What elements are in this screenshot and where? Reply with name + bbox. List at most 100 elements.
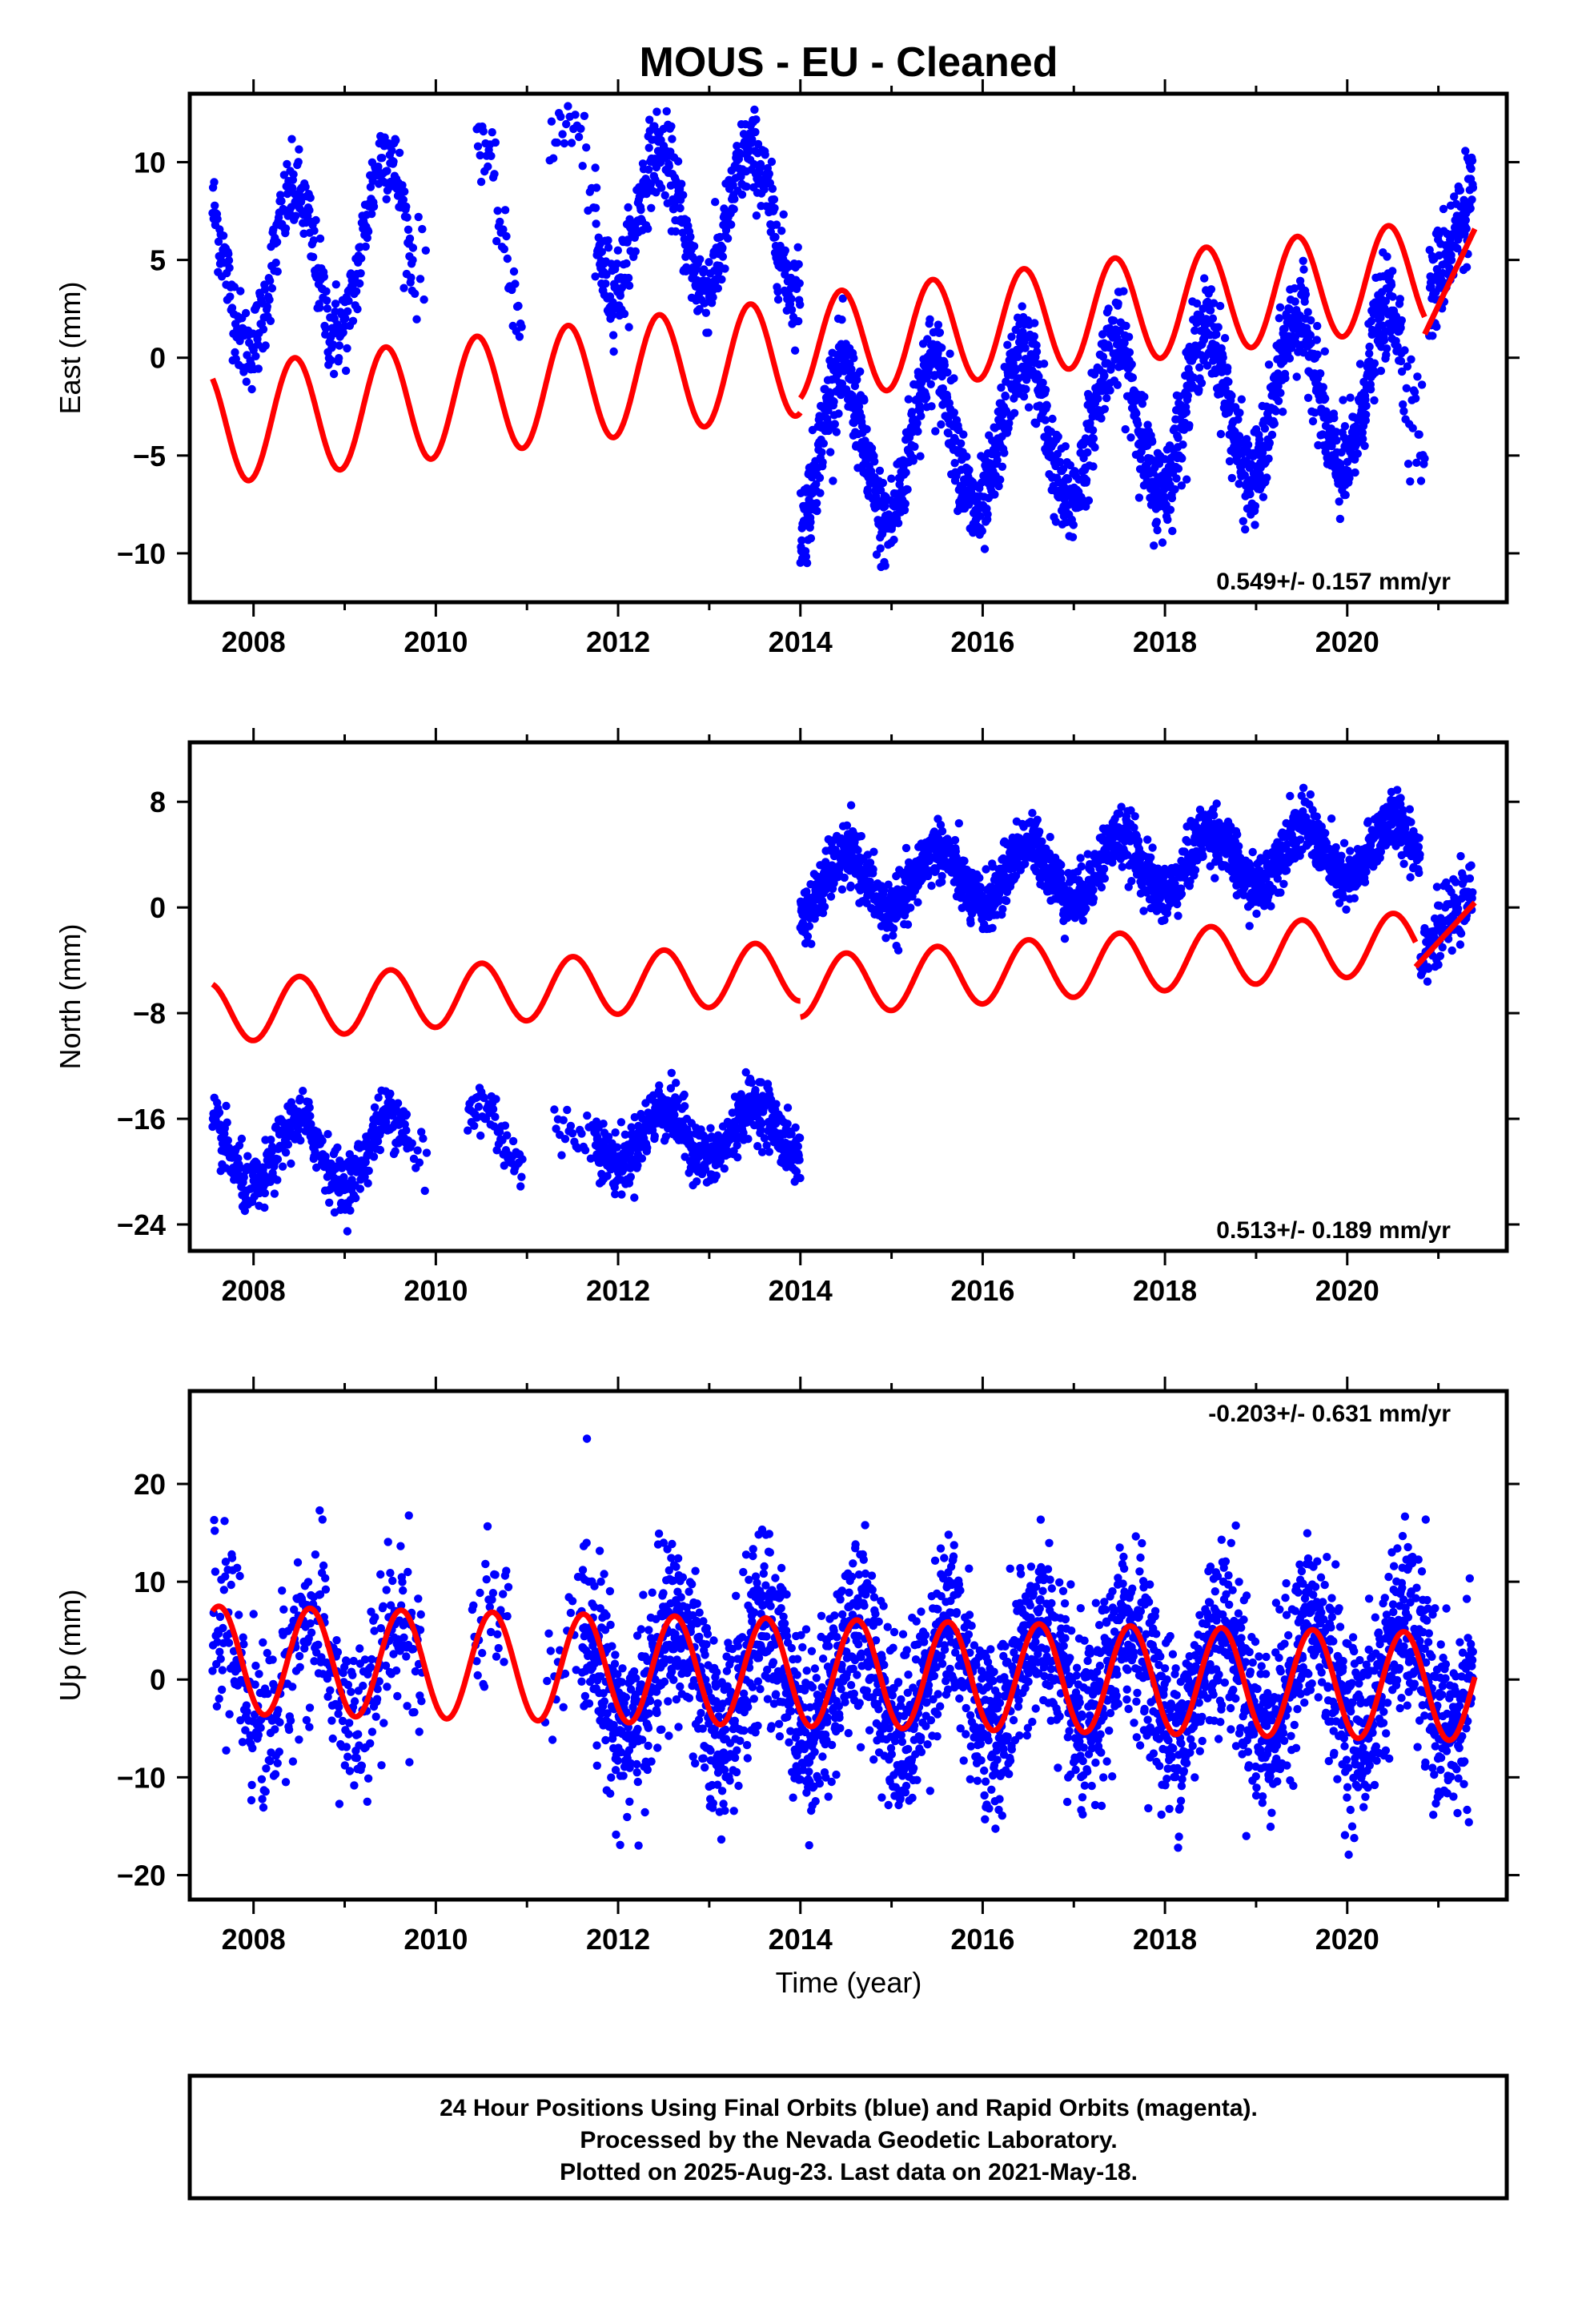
east-data-point [1113, 380, 1122, 389]
north-data-point [667, 1068, 676, 1078]
east-data-point [348, 316, 358, 325]
north-data-point [402, 1110, 412, 1119]
east-data-point [1209, 299, 1219, 308]
east-data-point [1381, 296, 1391, 306]
east-data-point [818, 458, 827, 467]
east-data-point [644, 143, 653, 152]
east-data-point [1001, 392, 1010, 401]
east-data-point [1259, 493, 1268, 501]
east-data-point [564, 102, 572, 111]
east-data-point [1022, 384, 1030, 394]
east-data-point [737, 190, 747, 199]
east-data-point [400, 187, 409, 196]
east-data-point [1207, 285, 1216, 294]
east-data-point [395, 148, 404, 157]
east-data-point [1214, 323, 1223, 332]
east-data-point [1307, 316, 1315, 325]
east-data-point [872, 550, 881, 559]
east-data-point [1134, 420, 1142, 428]
east-data-point [491, 138, 500, 147]
east-data-point [793, 243, 802, 251]
north-data-point [976, 885, 986, 894]
north-data-point [620, 1130, 630, 1140]
east-data-point [1300, 297, 1309, 306]
north-data-point [464, 1126, 472, 1135]
east-y-tick-label: −5 [133, 440, 166, 472]
north-data-point [938, 871, 946, 881]
east-x-tick-label: 2012 [586, 625, 650, 658]
east-data-point [872, 492, 881, 501]
north-data-point [936, 820, 946, 830]
east-data-point [484, 162, 492, 171]
north-data-point [783, 1104, 793, 1112]
east-data-point [631, 247, 640, 256]
north-data-point [364, 1166, 373, 1176]
east-data-point [277, 196, 286, 206]
east-data-point [503, 254, 512, 263]
east-data-point [729, 180, 737, 190]
east-data-point [1241, 525, 1250, 534]
north-data-point [954, 818, 964, 828]
north-data-point [617, 1190, 626, 1199]
east-data-point [1024, 403, 1034, 412]
east-data-point [1251, 501, 1260, 511]
east-data-point [591, 163, 600, 172]
east-data-point [943, 368, 952, 377]
east-data-point [1032, 420, 1041, 428]
north-data-point [741, 1068, 750, 1077]
east-data-point [769, 195, 779, 204]
east-data-point [644, 224, 652, 233]
north-plot-area [208, 783, 1477, 1236]
east-data-point [940, 360, 950, 370]
east-data-point [867, 467, 876, 476]
east-data-point [331, 280, 340, 289]
north-data-point [753, 1142, 762, 1151]
north-data-point [757, 1119, 766, 1128]
east-data-point [686, 232, 695, 241]
east-data-point [420, 295, 428, 304]
north-data-point [267, 1136, 275, 1144]
north-data-point [633, 1161, 642, 1170]
east-data-point [752, 211, 761, 220]
east-data-point [847, 365, 856, 374]
east-data-point [421, 246, 430, 255]
east-data-point [689, 242, 699, 251]
east-data-point [812, 480, 821, 489]
east-x-tick-label: 2016 [950, 625, 1014, 658]
east-data-point [226, 292, 235, 301]
east-data-point [1335, 514, 1345, 524]
east-data-point [612, 259, 621, 268]
north-data-point [339, 1172, 348, 1182]
east-data-point [1125, 348, 1134, 357]
east-data-point [1088, 426, 1098, 435]
east-data-point [681, 240, 689, 249]
east-data-point [315, 234, 325, 243]
east-data-point [1069, 521, 1078, 529]
east-data-point [335, 354, 343, 363]
east-data-point [1219, 353, 1227, 362]
east-data-point [1462, 263, 1472, 271]
north-data-point [422, 1148, 432, 1157]
east-data-point [1168, 526, 1177, 536]
east-data-point [331, 300, 340, 308]
north-data-point [670, 1110, 679, 1120]
east-data-point [309, 236, 318, 245]
north-data-point [560, 1135, 570, 1144]
east-data-point [608, 311, 617, 320]
east-data-point [211, 201, 219, 210]
north-data-point [757, 1078, 765, 1087]
east-data-point [1041, 385, 1050, 395]
east-data-point [1403, 362, 1412, 371]
east-data-point [1126, 433, 1135, 442]
east-data-point [1355, 360, 1365, 368]
east-data-point [917, 412, 926, 420]
north-data-point [787, 1129, 796, 1139]
east-data-point [492, 236, 501, 246]
east-data-point [343, 307, 352, 316]
north-data-point [982, 865, 990, 874]
east-data-point [670, 199, 679, 208]
east-data-point [834, 409, 843, 418]
north-data-point [1056, 868, 1066, 878]
north-data-point [252, 1159, 261, 1168]
east-data-point [701, 308, 711, 317]
